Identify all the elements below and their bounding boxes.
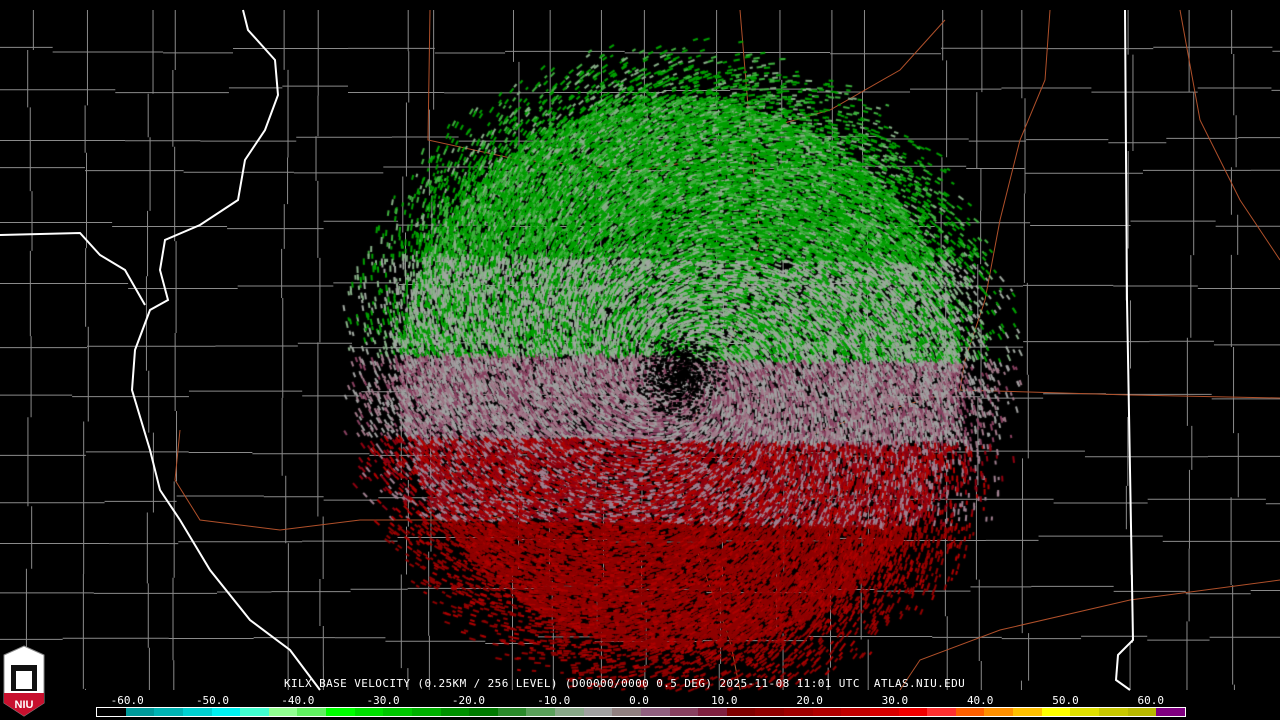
- colorbar-swatch: [1098, 708, 1128, 716]
- colorbar-swatch: [698, 708, 727, 716]
- colorbar-swatch: [1127, 708, 1157, 716]
- colorbar-swatch: [784, 708, 813, 716]
- colorbar-swatch: [240, 708, 269, 716]
- colorbar-tick: -10.0: [537, 694, 571, 707]
- colorbar-swatch: [841, 708, 870, 716]
- colorbar-swatch: [211, 708, 241, 716]
- colorbar-tick: 0.0: [629, 694, 649, 707]
- product-caption: KILX BASE VELOCITY (0.25KM / 256 LEVEL) …: [284, 677, 966, 690]
- colorbar-swatch: [1156, 708, 1185, 716]
- colorbar-swatch: [154, 708, 183, 716]
- colorbar-swatch: [354, 708, 384, 716]
- colorbar-tick: -60.0: [110, 694, 144, 707]
- colorbar-swatch: [640, 708, 670, 716]
- colorbar-swatch: [440, 708, 470, 716]
- colorbar-swatch: [955, 708, 985, 716]
- colorbar-swatch: [182, 708, 212, 716]
- colorbar-swatch: [869, 708, 899, 716]
- colorbar-swatch: [1013, 708, 1042, 716]
- colorbar-swatch: [898, 708, 928, 716]
- colorbar-swatch: [1041, 708, 1071, 716]
- colorbar-swatch: [927, 708, 956, 716]
- colorbar-swatch: [726, 708, 756, 716]
- colorbar-swatch: [755, 708, 784, 716]
- colorbar-swatch: [97, 708, 126, 716]
- colorbar-swatch: [812, 708, 842, 716]
- colorbar-tick: 60.0: [1137, 694, 1165, 707]
- colorbar-swatch: [1070, 708, 1099, 716]
- colorbar-tick: 40.0: [966, 694, 994, 707]
- colorbar-swatch: [411, 708, 441, 716]
- colorbar-swatch: [268, 708, 298, 716]
- colorbar-swatch: [497, 708, 527, 716]
- colorbar-tick: 10.0: [711, 694, 738, 707]
- colorbar-swatch: [297, 708, 326, 716]
- velocity-colorbar: [96, 707, 1186, 717]
- colorbar-swatch: [326, 708, 355, 716]
- colorbar-swatch: [669, 708, 699, 716]
- colorbar-swatch: [984, 708, 1013, 716]
- colorbar-swatch: [469, 708, 498, 716]
- colorbar-swatch: [583, 708, 613, 716]
- colorbar-tick: -20.0: [451, 694, 485, 707]
- colorbar-swatch: [612, 708, 641, 716]
- colorbar-swatch: [526, 708, 555, 716]
- niu-logo: NIU: [3, 645, 45, 717]
- colorbar-swatch: [383, 708, 412, 716]
- svg-text:NIU: NIU: [15, 699, 34, 711]
- colorbar-tick: 50.0: [1052, 694, 1079, 707]
- colorbar-tick: 30.0: [881, 694, 909, 707]
- colorbar-tick: 20.0: [796, 694, 823, 707]
- colorbar-tick: -40.0: [281, 694, 315, 707]
- colorbar-tick: -50.0: [195, 694, 230, 707]
- colorbar-tick: -30.0: [366, 694, 400, 707]
- colorbar-swatch: [555, 708, 584, 716]
- colorbar-swatch: [125, 708, 155, 716]
